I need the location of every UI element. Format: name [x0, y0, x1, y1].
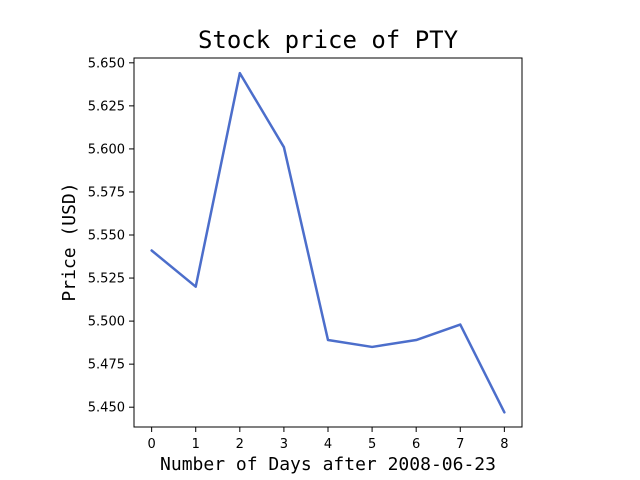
y-tick-label: 5.475	[88, 358, 125, 373]
x-tick-label: 8	[500, 437, 508, 452]
y-tick-label: 5.550	[88, 229, 125, 244]
x-tick-label: 3	[280, 437, 288, 452]
y-tick-label: 5.575	[88, 185, 125, 200]
x-tick-label: 0	[147, 437, 155, 452]
y-axis: 5.450 5.475 5.500 5.525 5.550 5.575 5.600 5.625…	[88, 56, 134, 416]
x-tick-label: 5	[368, 437, 376, 452]
x-tick-label: 6	[412, 437, 420, 452]
x-axis: 0 1 2 3 4 5 6 7 8	[147, 427, 509, 452]
x-tick-label: 7	[456, 437, 464, 452]
x-tick-label: 2	[236, 437, 244, 452]
chart-title: Stock price of PTY	[198, 26, 459, 54]
series-line-0	[150, 71, 506, 414]
series-layer	[150, 71, 506, 414]
y-tick-label: 5.525	[88, 272, 125, 287]
y-tick-label: 5.500	[88, 315, 125, 330]
plot-frame	[133, 57, 523, 428]
x-tick-label: 1	[192, 437, 200, 452]
y-tick-label: 5.625	[88, 99, 125, 114]
x-axis-label: Number of Days after 2008-06-23	[160, 454, 496, 475]
y-axis-label: Price (USD)	[59, 182, 80, 301]
y-tick-label: 5.600	[88, 142, 125, 157]
x-tick-label: 4	[324, 437, 332, 452]
y-tick-label: 5.650	[88, 56, 125, 71]
y-tick-label: 5.450	[88, 401, 125, 416]
